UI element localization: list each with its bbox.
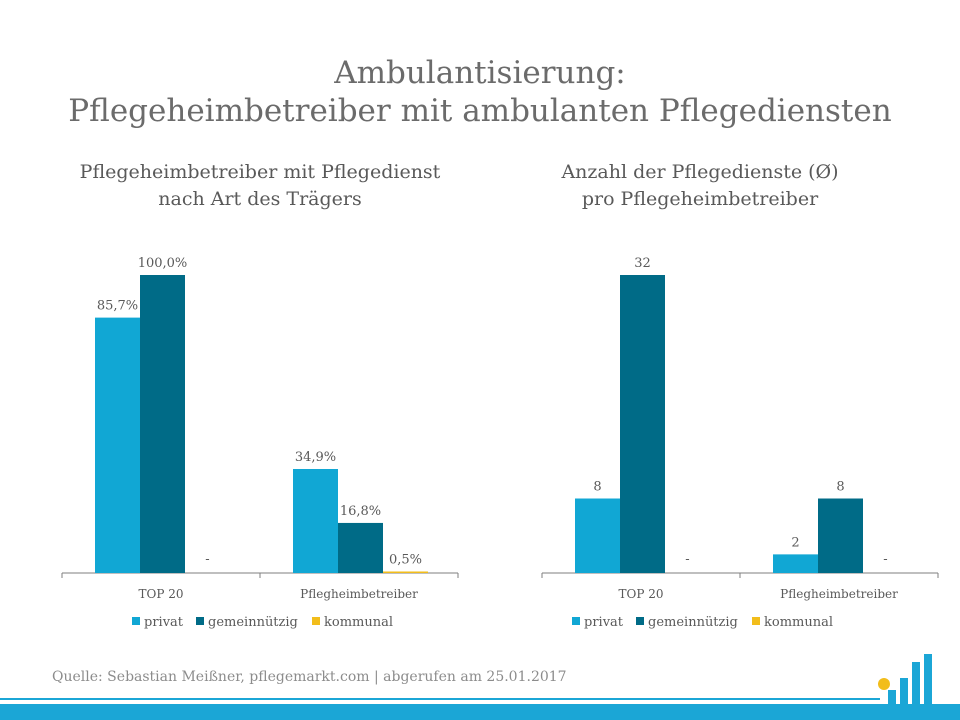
brand-logo-icon — [878, 654, 932, 720]
data-label-gemeinnuetzig-pflegheimbetreiber: 8 — [836, 480, 844, 495]
legend-swatch-privat — [572, 617, 580, 625]
data-label-privat-pflegheimbetreiber: 34,9% — [295, 450, 336, 465]
legend-label-privat: privat — [584, 615, 624, 630]
chart2-title-line2: pro Pflegeheimbetreiber — [581, 188, 819, 210]
chart2-title-line1: Anzahl der Pflegedienste (Ø) — [561, 161, 839, 183]
legend-label-kommunal: kommunal — [324, 615, 393, 630]
data-label-kommunal-top-20: - — [685, 552, 689, 567]
bar-gemeinnuetzig-pflegheimbetreiber — [338, 522, 383, 573]
chart1-title-line1: Pflegeheimbetreiber mit Pflegedienst — [79, 161, 441, 183]
x-tick-label-top-20: TOP 20 — [619, 587, 664, 601]
bar-kommunal-pflegheimbetreiber — [383, 571, 428, 573]
data-label-privat-pflegheimbetreiber: 2 — [791, 535, 799, 550]
data-label-kommunal-pflegheimbetreiber: 0,5% — [389, 553, 422, 568]
legend-label-gemeinnuetzig: gemeinnützig — [208, 615, 298, 630]
footer-stripe — [0, 698, 880, 700]
chart1-title: Pflegeheimbetreiber mit Pflegedienst nac… — [40, 159, 480, 213]
chart-service-count: TOP 20 8 32 - Pflegheimbetreiber 2 8 - privat gem… — [541, 256, 939, 630]
data-label-gemeinnuetzig-top-20: 100,0% — [138, 256, 188, 271]
bar-privat-pflegheimbetreiber — [293, 468, 338, 573]
legend-swatch-kommunal — [752, 617, 760, 625]
page-title-line1: Ambulantisierung: — [334, 55, 626, 91]
x-tick-label-pflegheimbetreiber: Pflegheimbetreiber — [300, 587, 418, 601]
bar-gemeinnuetzig-pflegheimbetreiber — [818, 498, 863, 573]
footer-bar — [0, 704, 960, 720]
chart2-title: Anzahl der Pflegedienste (Ø) pro Pflegeh… — [480, 159, 920, 213]
data-label-privat-top-20: 85,7% — [97, 299, 138, 314]
data-label-gemeinnuetzig-pflegheimbetreiber: 16,8% — [340, 504, 381, 519]
chart-carrier-share: TOP 20 85,7% 100,0% - Pflegheimbetreiber 34,9… — [61, 256, 459, 630]
page-title: Ambulantisierung: Pflegeheimbetreiber mi… — [0, 54, 960, 130]
x-tick-label-pflegheimbetreiber: Pflegheimbetreiber — [780, 587, 898, 601]
legend-swatch-kommunal — [312, 617, 320, 625]
source-note: Quelle: Sebastian Meißner, pflegemarkt.c… — [52, 669, 567, 685]
data-label-gemeinnuetzig-top-20: 32 — [634, 256, 651, 271]
bar-gemeinnuetzig-top-20 — [620, 275, 665, 573]
data-label-kommunal-pflegheimbetreiber: - — [883, 552, 887, 567]
legend-swatch-gemeinnuetzig — [196, 617, 204, 625]
bar-privat-top-20 — [95, 317, 140, 573]
legend-label-privat: privat — [144, 615, 184, 630]
bar-gemeinnuetzig-top-20 — [140, 275, 185, 573]
page-title-line2: Pflegeheimbetreiber mit ambulanten Pfleg… — [68, 93, 892, 129]
legend-label-kommunal: kommunal — [764, 615, 833, 630]
x-tick-label-top-20: TOP 20 — [139, 587, 184, 601]
bar-privat-top-20 — [575, 498, 620, 573]
chart1-title-line2: nach Art des Trägers — [158, 188, 362, 210]
legend-label-gemeinnuetzig: gemeinnützig — [648, 615, 738, 630]
legend-swatch-privat — [132, 617, 140, 625]
legend-swatch-gemeinnuetzig — [636, 617, 644, 625]
data-label-kommunal-top-20: - — [205, 552, 209, 567]
bar-privat-pflegheimbetreiber — [773, 554, 818, 573]
data-label-privat-top-20: 8 — [593, 480, 601, 495]
